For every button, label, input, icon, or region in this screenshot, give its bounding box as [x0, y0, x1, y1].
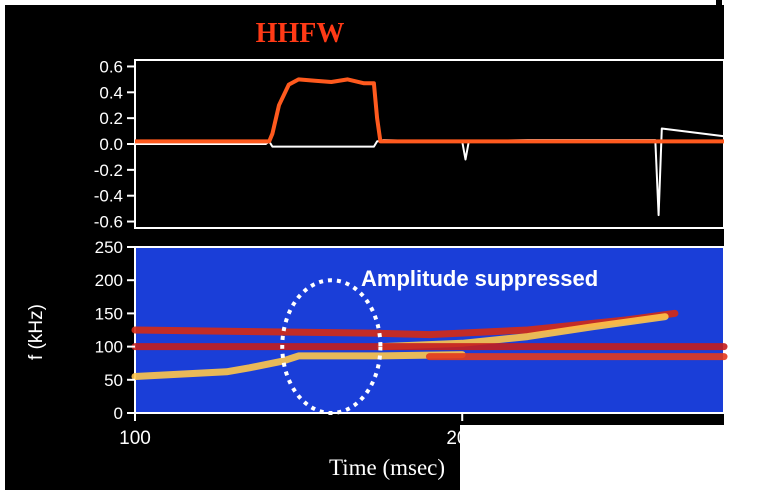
spectrogram-y-tick-label: 250 — [95, 238, 123, 257]
spectrogram-y-tick-label: 150 — [95, 304, 123, 323]
trace-series-hhfw — [135, 77, 724, 144]
trace-series-group — [135, 77, 725, 217]
xlabel-dark-strip — [5, 425, 460, 490]
chart-title: HHFW — [256, 18, 345, 49]
trace-y-tick-label: 0.2 — [99, 109, 123, 128]
x-tick-label: 200 — [446, 428, 478, 449]
spectrogram-y-tick-label: 200 — [95, 271, 123, 290]
spectrogram-y-tick-label: 0 — [114, 404, 123, 423]
trace-y-tick-label: -0.2 — [94, 161, 123, 180]
x-tick-label: 100 — [119, 428, 151, 449]
corner-mark — [716, 0, 722, 6]
spectrogram-y-tick-label: 50 — [104, 371, 123, 390]
trace-y-tick-label: 0.0 — [99, 135, 123, 154]
y-axis-label: f (kHz) — [26, 304, 47, 360]
trace-y-tick-label: 0.4 — [99, 83, 123, 102]
trace-y-tick-label: -0.6 — [94, 213, 123, 232]
trace-y-tick-label: -0.4 — [94, 187, 123, 206]
spectrogram-y-tick-label: 100 — [95, 338, 123, 357]
trace-y-ticks: 0.6 0.4 0.2 0.0 -0.2 -0.4 -0.6 — [94, 57, 135, 232]
x-axis-ticks: 100 200 — [119, 413, 478, 449]
amplitude-suppressed-annotation: Amplitude suppressed — [361, 266, 598, 291]
suppressed-region-ellipse — [280, 278, 383, 416]
x-axis-label: Time (msec) — [329, 455, 445, 480]
spectrogram-y-ticks: 250 200 150 100 50 0 — [95, 238, 135, 423]
trace-y-tick-label: 0.6 — [99, 57, 123, 76]
